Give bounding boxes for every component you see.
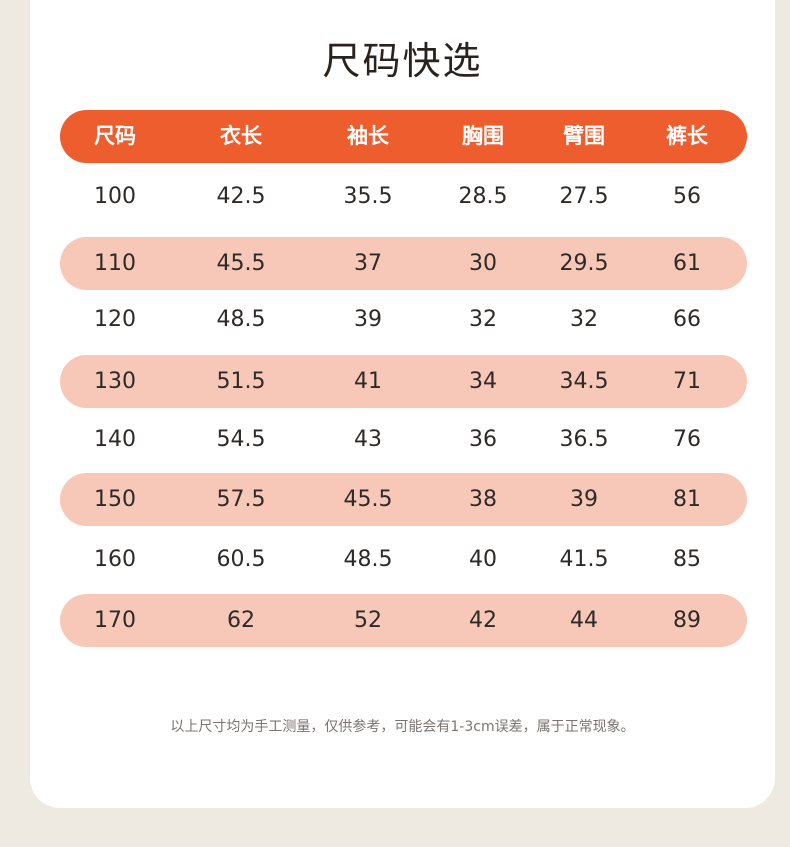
cell-size: 170 [94, 608, 136, 633]
table-row: 170 62 52 42 44 89 [60, 594, 747, 647]
cell-sleeve: 37 [354, 251, 382, 276]
cell-size: 100 [94, 184, 136, 209]
cell-arm: 39 [570, 487, 598, 512]
cell-pants-length: 76 [673, 427, 701, 452]
cell-length: 42.5 [216, 184, 266, 209]
cell-size: 140 [94, 427, 136, 452]
cell-size: 150 [94, 487, 136, 512]
cell-length: 62 [227, 608, 255, 633]
cell-chest: 34 [469, 369, 497, 394]
cell-length: 51.5 [216, 369, 266, 394]
cell-pants-length: 81 [673, 487, 701, 512]
header-pants-length: 裤长 [666, 124, 708, 148]
cell-length: 54.5 [216, 427, 266, 452]
cell-chest: 28.5 [458, 184, 508, 209]
cell-sleeve: 35.5 [343, 184, 393, 209]
cell-sleeve: 45.5 [343, 487, 393, 512]
cell-length: 57.5 [216, 487, 266, 512]
cell-size: 130 [94, 369, 136, 394]
cell-arm: 44 [570, 608, 598, 633]
header-chest: 胸围 [462, 124, 504, 148]
cell-chest: 38 [469, 487, 497, 512]
cell-pants-length: 61 [673, 251, 701, 276]
cell-size: 110 [94, 251, 136, 276]
table-row: 120 48.5 39 32 32 66 [60, 293, 747, 346]
table-row: 100 42.5 35.5 28.5 27.5 56 [60, 170, 747, 223]
cell-length: 45.5 [216, 251, 266, 276]
cell-chest: 36 [469, 427, 497, 452]
table-row: 110 45.5 37 30 29.5 61 [60, 237, 747, 290]
cell-length: 48.5 [216, 307, 266, 332]
cell-pants-length: 89 [673, 608, 701, 633]
cell-size: 160 [94, 547, 136, 572]
cell-pants-length: 85 [673, 547, 701, 572]
cell-length: 60.5 [216, 547, 266, 572]
cell-chest: 32 [469, 307, 497, 332]
cell-chest: 40 [469, 547, 497, 572]
table-row: 160 60.5 48.5 40 41.5 85 [60, 533, 747, 586]
header-length: 衣长 [220, 124, 262, 148]
cell-sleeve: 39 [354, 307, 382, 332]
header-sleeve: 袖长 [347, 124, 389, 148]
cell-sleeve: 41 [354, 369, 382, 394]
measurement-note: 以上尺寸均为手工测量，仅供参考，可能会有1-3cm误差，属于正常现象。 [170, 719, 635, 735]
header-arm: 臂围 [563, 124, 605, 148]
cell-chest: 30 [469, 251, 497, 276]
cell-arm: 29.5 [559, 251, 609, 276]
cell-sleeve: 48.5 [343, 547, 393, 572]
header-size: 尺码 [94, 124, 136, 148]
table-header-row: 尺码 衣长 袖长 胸围 臂围 裤长 [60, 110, 747, 163]
cell-arm: 32 [570, 307, 598, 332]
table-row: 140 54.5 43 36 36.5 76 [60, 413, 747, 466]
cell-arm: 27.5 [559, 184, 609, 209]
cell-arm: 34.5 [559, 369, 609, 394]
cell-chest: 42 [469, 608, 497, 633]
cell-arm: 36.5 [559, 427, 609, 452]
table-row: 150 57.5 45.5 38 39 81 [60, 473, 747, 526]
page-title: 尺码快选 [322, 39, 483, 83]
cell-sleeve: 52 [354, 608, 382, 633]
cell-arm: 41.5 [559, 547, 609, 572]
cell-sleeve: 43 [354, 427, 382, 452]
cell-pants-length: 56 [673, 184, 701, 209]
table-row: 130 51.5 41 34 34.5 71 [60, 355, 747, 408]
cell-size: 120 [94, 307, 136, 332]
cell-pants-length: 71 [673, 369, 701, 394]
cell-pants-length: 66 [673, 307, 701, 332]
